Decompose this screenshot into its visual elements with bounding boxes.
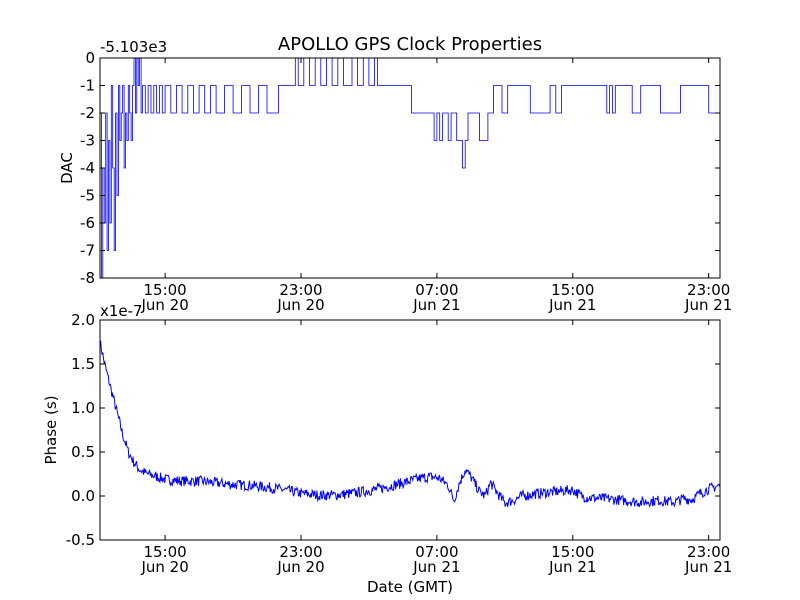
x-tick-label-time: 23:00 (279, 543, 322, 561)
x-tick-label-date: Jun 21 (412, 296, 460, 314)
top-y-axis-label: DAC (58, 152, 76, 184)
bottom-offset-text: x1e-7 (100, 302, 143, 320)
y-tick-label: -1 (80, 77, 95, 95)
y-tick-label: 2.0 (71, 311, 95, 329)
x-tick-label-date: Jun 20 (276, 296, 324, 314)
y-tick-label: 0.5 (71, 443, 95, 461)
series-line (99, 340, 721, 508)
y-tick-label: -4 (80, 159, 95, 177)
x-tick-label-time: 15:00 (551, 281, 594, 299)
y-tick-label: 1.0 (71, 399, 95, 417)
y-tick-label: -3 (80, 132, 95, 150)
y-tick-label: -0.5 (66, 531, 95, 549)
bottom-x-axis-label: Date (GMT) (367, 578, 453, 596)
y-tick-label: -8 (80, 269, 95, 287)
top-offset-text: -5.103e3 (100, 38, 167, 56)
chart-title: APOLLO GPS Clock Properties (278, 34, 542, 55)
x-tick-label-time: 15:00 (551, 543, 594, 561)
x-tick-label-time: 23:00 (279, 281, 322, 299)
x-tick-label-date: Jun 21 (412, 558, 460, 576)
bottom-axes-frame (99, 319, 721, 541)
x-tick-label-date: Jun 21 (548, 558, 596, 576)
top-y-ticks: 0 -1 -2 -3 -4 -5 -6 -7 -8 (80, 49, 720, 287)
x-tick-label-date: Jun 20 (276, 558, 324, 576)
y-tick-label: 0 (85, 49, 95, 67)
x-tick-label-date: Jun 21 (684, 296, 732, 314)
x-tick-label-date: Jun 20 (140, 558, 188, 576)
x-tick-label-time: 07:00 (415, 281, 458, 299)
y-tick-label: 1.5 (71, 355, 95, 373)
x-tick-label-time: 07:00 (415, 543, 458, 561)
x-tick-label-time: 23:00 (687, 281, 730, 299)
x-tick-label-date: Jun 21 (684, 558, 732, 576)
x-tick-label-time: 15:00 (143, 281, 186, 299)
x-tick-label-date: Jun 20 (140, 296, 188, 314)
bottom-series-group (99, 340, 721, 508)
y-tick-label: -7 (80, 242, 95, 260)
x-tick-label-time: 23:00 (687, 543, 730, 561)
x-tick-label-date: Jun 21 (548, 296, 596, 314)
y-tick-label: -5 (80, 187, 95, 205)
x-tick-label-time: 15:00 (143, 543, 186, 561)
bottom-y-ticks: 2.0 1.5 1.0 0.5 0.0 -0.5 (66, 311, 720, 549)
top-series-group (100, 57, 720, 279)
y-tick-label: -6 (80, 214, 95, 232)
y-tick-label: 0.0 (71, 487, 95, 505)
y-tick-label: -2 (80, 104, 95, 122)
bottom-y-axis-label: Phase (s) (42, 395, 60, 464)
series-line (100, 57, 720, 279)
